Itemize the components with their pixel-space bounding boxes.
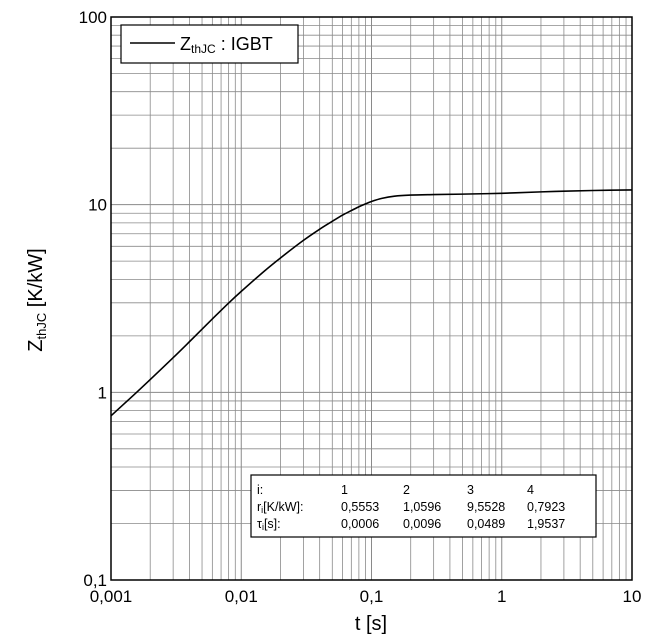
table-row-label-index: i: xyxy=(257,483,263,497)
y-tick-label: 100 xyxy=(79,8,107,27)
table-index-1: 1 xyxy=(341,483,348,497)
parameter-table: i: ri[K/kW]: τi[s]: 1 2 3 4 0,5553 1,059… xyxy=(250,474,597,538)
table-row-label-tau: τi[s]: xyxy=(257,517,281,532)
table-r-4: 0,7923 xyxy=(527,500,565,514)
y-tick-labels: 0,1 1 10 100 xyxy=(79,8,107,590)
table-index-3: 3 xyxy=(467,483,474,497)
legend-box xyxy=(120,24,299,64)
series-line-zthjc-igbt xyxy=(110,189,633,417)
legend-label: ZthJC : IGBT xyxy=(180,34,273,56)
legend: ZthJC : IGBT xyxy=(120,24,299,64)
table-tau-2: 0,0096 xyxy=(403,517,441,531)
x-tick-label: 0,1 xyxy=(360,587,384,606)
table-tau-1: 0,0006 xyxy=(341,517,379,531)
plot-frame xyxy=(110,16,633,581)
table-r-2: 1,0596 xyxy=(403,500,441,514)
x-tick-labels: 0,001 0,01 0,1 1 10 xyxy=(90,587,642,606)
table-index-4: 4 xyxy=(527,483,534,497)
table-r-1: 0,5553 xyxy=(341,500,379,514)
table-index-2: 2 xyxy=(403,483,410,497)
x-tick-label: 0,01 xyxy=(225,587,258,606)
y-tick-label: 0,1 xyxy=(83,571,107,590)
y-axis-title: ZthJC [K/kW] xyxy=(25,248,49,351)
table-row-label-r: ri[K/kW]: xyxy=(257,500,303,515)
x-tick-label: 10 xyxy=(623,587,642,606)
table-tau-4: 1,9537 xyxy=(527,517,565,531)
table-tau-3: 0,0489 xyxy=(467,517,505,531)
table-r-3: 9,5528 xyxy=(467,500,505,514)
x-tick-label: 1 xyxy=(497,587,506,606)
x-axis-title: t [s] xyxy=(355,613,387,635)
y-tick-label: 1 xyxy=(98,383,107,402)
series-layer xyxy=(110,189,633,417)
parameter-table-box xyxy=(250,474,597,538)
x-tick-label: 0,001 xyxy=(90,587,133,606)
y-tick-label: 10 xyxy=(88,196,107,215)
